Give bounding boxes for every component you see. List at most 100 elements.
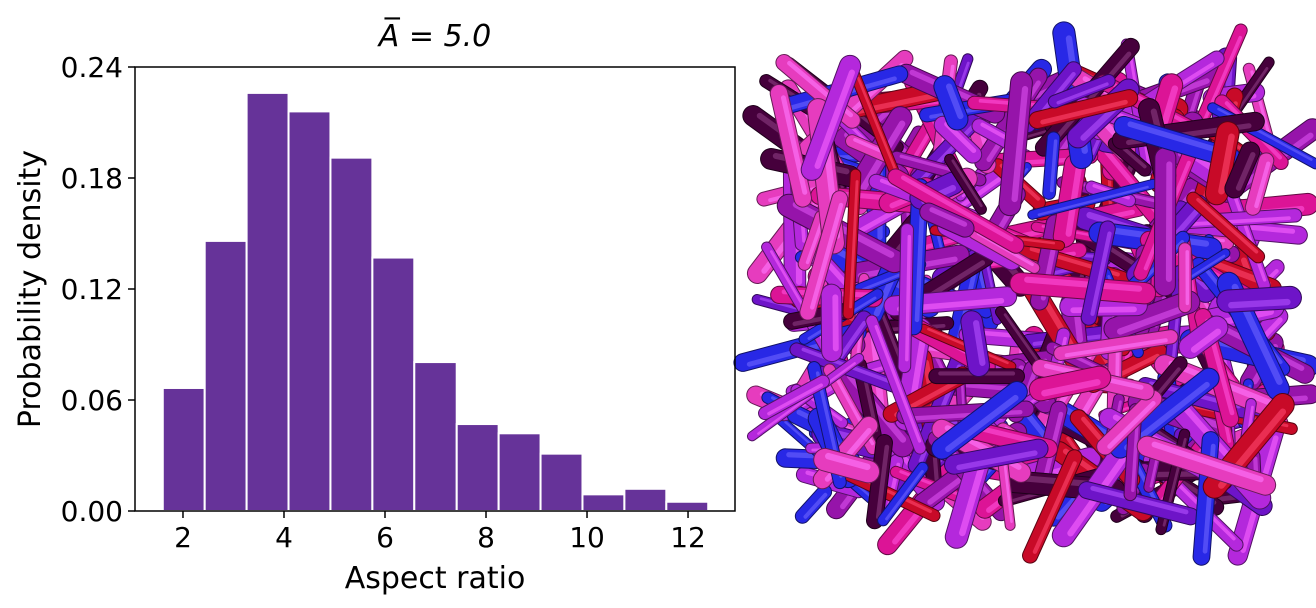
rod-highlight bbox=[1002, 456, 1013, 523]
x-tick-label: 2 bbox=[174, 521, 192, 554]
rod-highlight bbox=[1107, 401, 1156, 449]
rod-highlight bbox=[885, 470, 924, 521]
rod bbox=[866, 315, 926, 454]
bar bbox=[413, 361, 458, 513]
rod-highlight bbox=[1049, 139, 1058, 193]
rod-highlight bbox=[1064, 338, 1168, 358]
x-tick-label: 12 bbox=[670, 521, 706, 554]
rod bbox=[1179, 316, 1228, 358]
rod bbox=[1205, 122, 1239, 205]
bar bbox=[245, 91, 290, 513]
rod bbox=[1144, 452, 1161, 492]
rod-highlight bbox=[1037, 185, 1149, 216]
y-axis-label: Probability density bbox=[13, 150, 48, 428]
rod bbox=[888, 169, 1024, 253]
rod bbox=[800, 191, 848, 320]
rod bbox=[1048, 74, 1115, 108]
rod-highlight bbox=[1032, 461, 1077, 554]
rod-highlight bbox=[1149, 457, 1159, 488]
rod bbox=[1029, 366, 1111, 401]
rod bbox=[1028, 179, 1158, 219]
bar bbox=[581, 493, 626, 513]
rod bbox=[1097, 390, 1162, 455]
rod-highlight bbox=[1228, 298, 1291, 309]
rod-highlight bbox=[757, 362, 856, 435]
rod bbox=[905, 179, 928, 335]
rod bbox=[1137, 436, 1276, 495]
bar bbox=[371, 256, 416, 512]
rod-highlight bbox=[1159, 85, 1179, 133]
rod-highlight bbox=[1218, 133, 1235, 195]
rod-highlight bbox=[956, 450, 1038, 471]
rod bbox=[898, 223, 913, 373]
rod bbox=[1245, 153, 1274, 215]
x-tick-label: 8 bbox=[477, 521, 495, 554]
rod bbox=[814, 448, 880, 483]
y-tick-label: 0.12 bbox=[61, 273, 123, 306]
rod bbox=[1078, 482, 1199, 525]
rod-highlight bbox=[1184, 254, 1226, 282]
rod bbox=[1217, 286, 1301, 312]
rod bbox=[867, 435, 892, 529]
rod bbox=[1043, 132, 1060, 199]
rod-highlight bbox=[1024, 276, 1143, 292]
rod bbox=[1104, 291, 1200, 340]
rod-highlight bbox=[1254, 161, 1271, 209]
rod-highlight bbox=[809, 202, 844, 310]
rod-highlight bbox=[814, 69, 855, 169]
rod-packing-render bbox=[733, 21, 1316, 566]
rod-highlight bbox=[929, 207, 968, 227]
rod bbox=[1010, 273, 1156, 304]
rod-highlight bbox=[946, 83, 964, 120]
x-axis-label: Aspect ratio bbox=[345, 561, 526, 596]
rod bbox=[961, 311, 990, 377]
rod bbox=[1054, 330, 1178, 361]
x-tick-label: 6 bbox=[376, 521, 394, 554]
rod-highlight bbox=[780, 95, 808, 195]
rod-highlight bbox=[1090, 231, 1112, 316]
bar bbox=[287, 110, 332, 513]
y-tick-label: 0.18 bbox=[61, 162, 123, 195]
rod bbox=[920, 203, 974, 237]
rod bbox=[850, 69, 902, 183]
bar bbox=[329, 156, 374, 512]
rod bbox=[801, 55, 861, 180]
rod-highlight bbox=[945, 394, 1019, 452]
rod-highlight bbox=[849, 180, 859, 309]
rod-highlight bbox=[905, 234, 912, 362]
rod bbox=[1225, 142, 1260, 198]
rod bbox=[878, 462, 928, 526]
rod-highlight bbox=[805, 218, 825, 265]
rod-highlight bbox=[1040, 99, 1128, 125]
rod bbox=[1081, 221, 1115, 325]
rod bbox=[999, 72, 1032, 216]
rod-highlight bbox=[1231, 190, 1267, 282]
bar bbox=[497, 432, 542, 512]
rod-highlight bbox=[1056, 82, 1109, 105]
rod-highlight bbox=[1235, 152, 1256, 191]
rod bbox=[762, 242, 835, 361]
rod bbox=[798, 211, 827, 270]
rod bbox=[821, 284, 842, 362]
rod-highlight bbox=[856, 76, 898, 174]
rod-highlight bbox=[1011, 85, 1029, 203]
rod bbox=[934, 76, 968, 130]
y-tick-label: 0.00 bbox=[61, 495, 123, 528]
rod bbox=[1060, 296, 1147, 317]
rod bbox=[944, 439, 1048, 474]
x-tick-label: 4 bbox=[275, 521, 293, 554]
rod-highlight bbox=[1090, 485, 1189, 515]
rod-highlight bbox=[875, 444, 890, 520]
rod bbox=[945, 154, 986, 214]
rod bbox=[932, 381, 1027, 459]
y-tick-label: 0.06 bbox=[61, 384, 123, 417]
rod-highlight bbox=[792, 201, 895, 258]
bar bbox=[203, 239, 248, 512]
rod-highlight bbox=[767, 383, 824, 416]
rod bbox=[934, 116, 982, 163]
rod bbox=[1023, 450, 1082, 563]
chart-title: A̅ = 5.0 bbox=[377, 17, 491, 54]
rod-highlight bbox=[1041, 379, 1101, 397]
bar bbox=[161, 386, 206, 513]
rod-highlight bbox=[1127, 121, 1230, 156]
